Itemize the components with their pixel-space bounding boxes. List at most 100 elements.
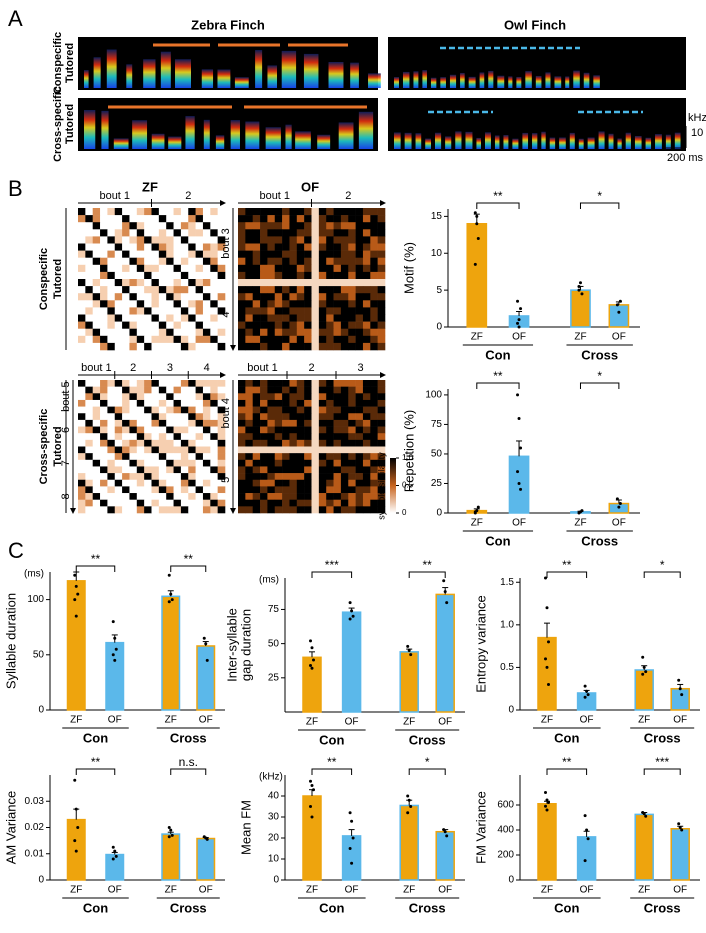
matrix-cell xyxy=(136,257,145,266)
matrix-cell xyxy=(100,380,108,387)
bar xyxy=(196,645,216,711)
bar xyxy=(399,804,419,881)
matrix-cell xyxy=(318,406,327,414)
matrix-cell xyxy=(267,307,276,315)
matrix-cell xyxy=(326,328,334,337)
matrix-cell xyxy=(289,307,298,315)
row-label: Cross-specific xyxy=(38,409,50,485)
matrix-cell xyxy=(333,399,342,407)
matrix-cell xyxy=(282,222,290,230)
matrix-cell xyxy=(158,271,167,280)
matrix-cell xyxy=(136,215,145,223)
matrix-cell xyxy=(173,236,182,244)
syllable xyxy=(508,76,513,88)
matrix-cell xyxy=(151,215,160,223)
matrix-cell xyxy=(136,307,145,315)
matrix-cell xyxy=(289,473,298,481)
matrix-cell xyxy=(370,307,378,315)
syllable xyxy=(455,131,462,149)
matrix-cell xyxy=(370,250,378,258)
matrix-cell xyxy=(355,479,364,487)
matrix-cell xyxy=(333,222,342,230)
matrix-cell xyxy=(333,506,342,514)
matrix-cell xyxy=(340,335,349,344)
matrix-cell xyxy=(318,236,327,244)
matrix-cell xyxy=(296,399,305,407)
matrix-cell xyxy=(348,499,356,507)
matrix-cell xyxy=(122,314,130,322)
matrix-cell xyxy=(318,314,327,322)
matrix-cell xyxy=(282,236,290,244)
matrix-cell xyxy=(311,419,320,427)
matrix-cell xyxy=(136,473,145,481)
matrix-cell xyxy=(282,250,290,258)
matrix-cell xyxy=(217,243,226,251)
matrix-cell xyxy=(267,399,276,407)
matrix-cell xyxy=(210,386,218,394)
matrix-cell xyxy=(202,236,211,244)
group-label: Con xyxy=(83,900,108,915)
data-point xyxy=(547,801,550,804)
syllable xyxy=(415,133,422,149)
matrix-cell xyxy=(296,380,305,387)
matrix-cell xyxy=(267,486,276,494)
matrix-cell xyxy=(78,393,86,401)
matrix-cell xyxy=(245,439,253,447)
data-point xyxy=(585,828,589,832)
matrix-cell xyxy=(274,399,283,407)
data-point xyxy=(586,693,590,697)
matrix-cell xyxy=(158,453,167,461)
matrix-cell xyxy=(85,286,93,294)
matrix-cell xyxy=(296,479,305,487)
matrix-cell xyxy=(238,236,246,244)
syllable xyxy=(503,135,509,149)
panel-label: A xyxy=(8,6,23,31)
data-point xyxy=(642,665,646,669)
matrix-cell xyxy=(129,307,138,315)
matrix-cell xyxy=(348,493,356,500)
matrix-cell xyxy=(274,335,283,344)
y-axis-label: FM Variance xyxy=(473,791,488,864)
matrix-cell xyxy=(267,393,276,401)
matrix-cell xyxy=(92,453,101,461)
matrix-cell xyxy=(158,321,167,329)
matrix-cell xyxy=(252,493,261,500)
matrix-cell xyxy=(151,342,160,351)
colorbar-tick-label: 0 xyxy=(402,508,407,517)
matrix-cell xyxy=(151,286,160,294)
matrix-cell xyxy=(370,264,378,273)
data-point xyxy=(170,598,174,602)
matrix-cell xyxy=(274,446,283,454)
matrix-cell xyxy=(107,257,116,266)
matrix-cell xyxy=(173,208,182,216)
matrix-cell xyxy=(166,314,174,322)
data-point xyxy=(516,299,520,303)
matrix-cell xyxy=(188,499,196,507)
matrix-cell xyxy=(348,215,356,223)
matrix-cell xyxy=(326,314,334,322)
matrix-cell xyxy=(333,279,342,287)
matrix-cell xyxy=(173,466,182,474)
syllable xyxy=(425,138,432,149)
syllable xyxy=(525,71,532,88)
matrix-cell xyxy=(370,473,378,481)
matrix-cell xyxy=(195,300,204,308)
matrix-cell xyxy=(78,499,86,507)
matrix-cell xyxy=(333,453,342,461)
matrix-cell xyxy=(326,453,334,461)
matrix-cell xyxy=(210,446,218,454)
matrix-cell xyxy=(245,386,253,394)
bout-label: bout 1 xyxy=(81,362,112,374)
syllable xyxy=(488,70,494,88)
matrix-cell xyxy=(144,243,152,251)
matrix-cell xyxy=(304,380,312,387)
data-point xyxy=(545,665,549,669)
bout-label: bout 1 xyxy=(259,190,290,202)
matrix-cell xyxy=(362,293,371,301)
matrix-cell xyxy=(114,286,123,294)
matrix-cell xyxy=(370,406,378,414)
matrix-cell xyxy=(274,439,283,447)
x-tick-label: ZF xyxy=(574,518,586,529)
matrix-cell xyxy=(188,413,196,421)
matrix-cell xyxy=(166,419,174,427)
